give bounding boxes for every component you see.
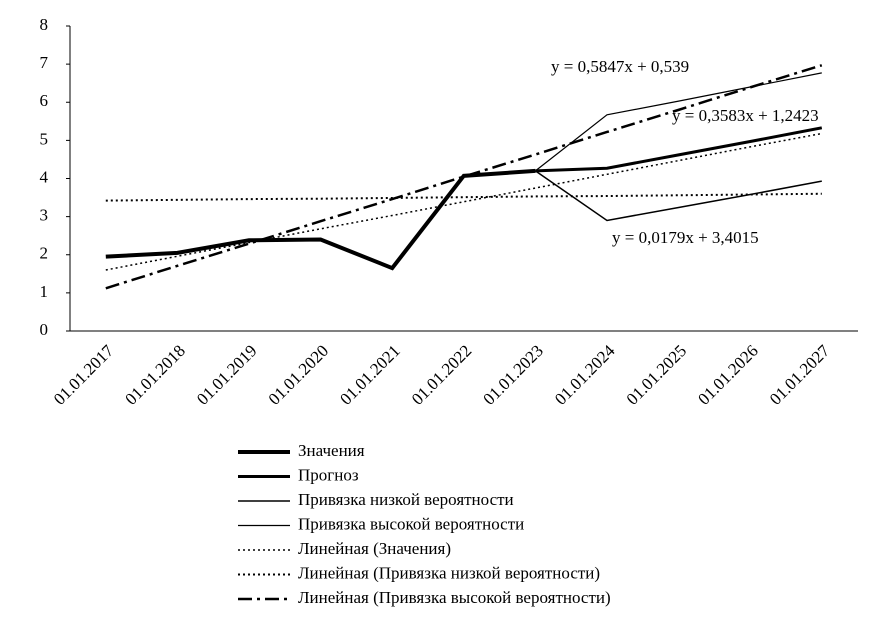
legend-label: Привязка высокой вероятности xyxy=(298,514,524,533)
series-line xyxy=(535,126,823,173)
series-line xyxy=(105,132,822,271)
series-line xyxy=(105,192,822,202)
y-tick-label: 6 xyxy=(40,91,49,110)
trend-equation: y = 0,0179x + 3,4015 xyxy=(612,228,759,247)
x-tick-label: 01.01.2025 xyxy=(623,341,691,409)
y-tick-label: 7 xyxy=(40,53,49,72)
y-tick-label: 2 xyxy=(40,244,49,263)
y-tick-label: 1 xyxy=(40,282,49,301)
x-tick-label: 01.01.2022 xyxy=(408,341,476,409)
y-tick-label: 3 xyxy=(40,206,49,225)
trend-equation: y = 0,5847x + 0,539 xyxy=(551,57,689,76)
y-tick-label: 5 xyxy=(40,129,49,148)
x-tick-label: 01.01.2020 xyxy=(265,341,333,409)
x-tick-label: 01.01.2017 xyxy=(50,341,118,409)
x-tick-label: 01.01.2027 xyxy=(766,341,834,409)
y-tick-label: 8 xyxy=(40,15,49,34)
x-tick-label: 01.01.2018 xyxy=(121,341,189,409)
series-line xyxy=(105,168,536,271)
x-tick-label: 01.01.2023 xyxy=(479,341,547,409)
x-tick-label: 01.01.2026 xyxy=(694,341,762,409)
series-line xyxy=(534,170,822,222)
x-tick-label: 01.01.2024 xyxy=(551,341,619,409)
x-tick-label: 01.01.2021 xyxy=(336,341,404,409)
legend-label: Линейная (Привязка низкой вероятности) xyxy=(298,563,600,582)
y-tick-label: 0 xyxy=(40,320,49,339)
series-line xyxy=(105,64,823,290)
trend-equation: y = 0,3583x + 1,2423 xyxy=(672,106,819,125)
series-line xyxy=(535,72,822,172)
legend-label: Значения xyxy=(298,441,365,460)
legend-label: Прогноз xyxy=(298,465,359,484)
y-tick-label: 4 xyxy=(40,167,49,186)
legend-label: Привязка низкой вероятности xyxy=(298,490,514,509)
x-tick-label: 01.01.2019 xyxy=(193,341,261,409)
legend-label: Линейная (Значения) xyxy=(298,539,451,558)
legend-label: Линейная (Привязка высокой вероятности) xyxy=(298,588,611,607)
